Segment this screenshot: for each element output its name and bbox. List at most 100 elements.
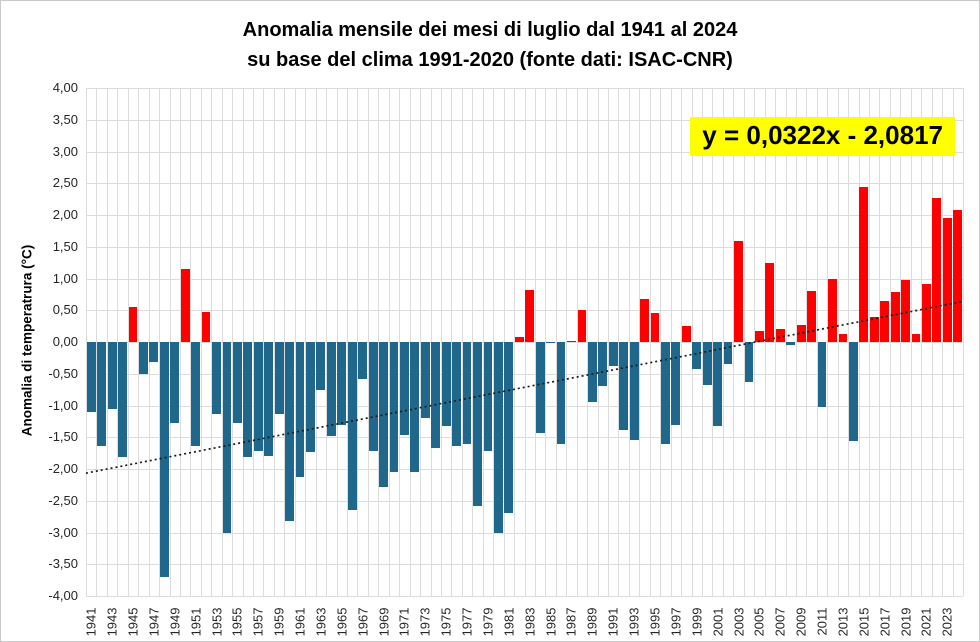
bar-1948 bbox=[159, 342, 169, 577]
x-tick-label: 1949 bbox=[167, 607, 183, 637]
bar-1999 bbox=[692, 342, 702, 370]
y-tick-label: -1,00 bbox=[48, 397, 78, 413]
bar-1967 bbox=[358, 342, 368, 379]
y-tick-label: 2,00 bbox=[52, 207, 78, 222]
v-gridline bbox=[587, 88, 589, 596]
v-gridline bbox=[242, 88, 244, 596]
v-gridline bbox=[900, 88, 902, 596]
bar-2002 bbox=[723, 342, 733, 365]
bar-1974 bbox=[431, 342, 441, 449]
bar-1987 bbox=[567, 340, 576, 342]
v-gridline bbox=[420, 88, 422, 596]
y-tick-label: 4,00 bbox=[52, 80, 78, 95]
v-gridline bbox=[660, 88, 662, 596]
v-gridline bbox=[827, 88, 829, 596]
v-gridline bbox=[534, 88, 536, 596]
x-tick-label: 1965 bbox=[334, 607, 350, 637]
v-gridline bbox=[200, 88, 202, 596]
v-gridline bbox=[921, 88, 923, 596]
v-gridline bbox=[910, 88, 912, 596]
v-gridline bbox=[347, 88, 348, 596]
bar-2012 bbox=[828, 279, 837, 342]
x-tick-label: 1957 bbox=[250, 607, 266, 637]
x-tick-label: 1945 bbox=[125, 607, 141, 637]
v-gridline bbox=[357, 88, 359, 596]
bar-1958 bbox=[264, 342, 274, 456]
bar-2021 bbox=[922, 283, 931, 342]
x-tick-label: 1999 bbox=[689, 607, 705, 637]
bar-1968 bbox=[368, 342, 378, 451]
bar-1975 bbox=[441, 342, 451, 426]
bar-2008 bbox=[786, 342, 796, 346]
v-gridline bbox=[399, 88, 401, 596]
v-gridline bbox=[649, 88, 651, 596]
bar-1978 bbox=[473, 342, 482, 507]
x-tick-label: 1989 bbox=[584, 607, 600, 637]
v-gridline bbox=[743, 88, 745, 596]
bar-1945 bbox=[128, 307, 138, 342]
bar-1944 bbox=[118, 342, 127, 457]
v-gridline bbox=[273, 88, 275, 596]
v-gridline bbox=[764, 88, 766, 596]
bar-2022 bbox=[932, 197, 942, 342]
v-gridline bbox=[127, 88, 129, 596]
bar-1957 bbox=[253, 342, 263, 452]
v-gridline bbox=[409, 88, 411, 596]
x-tick-label: 1979 bbox=[480, 607, 496, 637]
v-gridline bbox=[597, 88, 599, 596]
v-gridline bbox=[159, 88, 161, 596]
v-gridline bbox=[86, 88, 87, 596]
bar-1997 bbox=[671, 342, 681, 426]
v-gridline bbox=[931, 88, 933, 596]
y-tick-label: 1,50 bbox=[52, 238, 78, 254]
bar-1964 bbox=[326, 342, 336, 436]
v-gridline bbox=[503, 88, 505, 596]
v-gridline bbox=[514, 88, 516, 596]
bar-2020 bbox=[911, 334, 921, 342]
bar-1989 bbox=[587, 342, 597, 403]
bar-1984 bbox=[535, 342, 545, 434]
x-tick-label: 2017 bbox=[877, 607, 893, 637]
x-tick-label: 2023 bbox=[939, 607, 955, 637]
bar-1995 bbox=[650, 312, 660, 342]
v-gridline bbox=[493, 88, 495, 596]
bar-1955 bbox=[232, 342, 242, 424]
x-tick-label: 1971 bbox=[396, 607, 412, 637]
v-gridline bbox=[263, 88, 265, 596]
v-gridline bbox=[179, 88, 181, 596]
bar-2006 bbox=[765, 262, 775, 342]
v-gridline bbox=[545, 88, 547, 596]
y-tick-label: -0,50 bbox=[48, 365, 78, 381]
bar-1962 bbox=[306, 342, 315, 453]
v-gridline bbox=[608, 88, 610, 596]
bar-2009 bbox=[796, 325, 806, 342]
v-gridline bbox=[117, 88, 119, 596]
v-gridline bbox=[336, 88, 338, 596]
v-gridline bbox=[722, 88, 724, 596]
x-tick-label: 1995 bbox=[647, 607, 663, 637]
v-gridline bbox=[963, 88, 964, 596]
v-gridline bbox=[806, 88, 808, 596]
v-gridline bbox=[367, 88, 369, 596]
v-gridline bbox=[221, 88, 223, 596]
x-tick-label: 1951 bbox=[188, 607, 204, 637]
bar-2016 bbox=[869, 316, 879, 342]
bar-1966 bbox=[347, 342, 357, 510]
x-tick-label: 2003 bbox=[731, 607, 747, 637]
x-tick-label: 2007 bbox=[772, 607, 788, 637]
bar-1971 bbox=[400, 342, 409, 435]
y-tick-label: -2,00 bbox=[48, 461, 78, 476]
x-tick-label: 2001 bbox=[710, 607, 726, 637]
v-gridline bbox=[733, 88, 735, 596]
v-gridline bbox=[326, 88, 328, 596]
v-gridline bbox=[190, 88, 192, 596]
x-tick-label: 1997 bbox=[668, 607, 684, 637]
v-gridline bbox=[96, 88, 98, 596]
bar-2003 bbox=[734, 241, 743, 342]
bar-1996 bbox=[661, 342, 670, 444]
v-gridline bbox=[451, 88, 453, 596]
bar-1972 bbox=[410, 342, 420, 473]
y-tick-label: 1,00 bbox=[52, 270, 78, 286]
x-tick-label: 1967 bbox=[355, 607, 371, 637]
trendline-line bbox=[85, 300, 964, 474]
